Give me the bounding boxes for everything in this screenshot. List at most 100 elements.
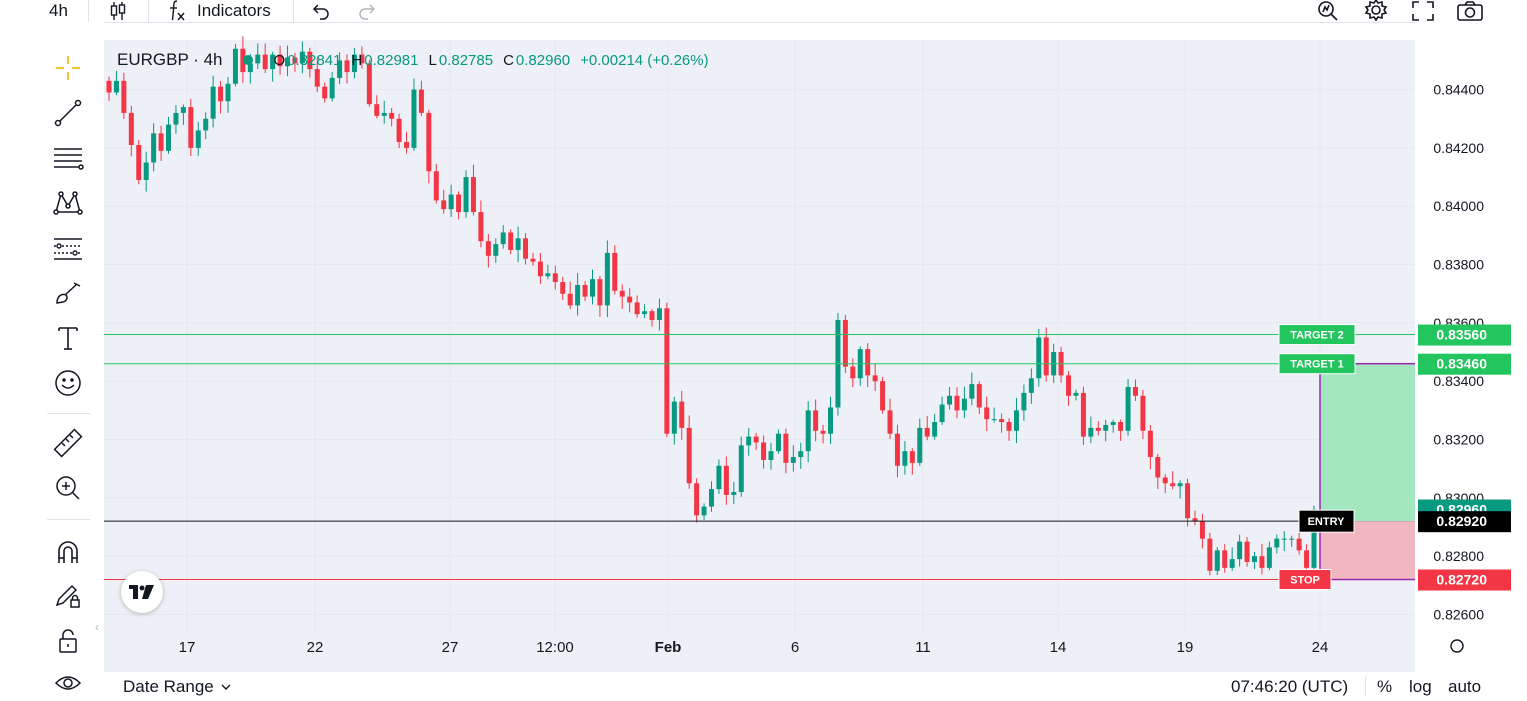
candle[interactable] (999, 419, 1005, 423)
price-chart[interactable]: 17 22 27 12:00 Feb 6 11 14 19 24 TARGET 2 TARGET 1 S… (104, 22, 1527, 701)
indicators-button[interactable]: Indicators (166, 0, 271, 22)
candle[interactable] (582, 284, 588, 297)
candle[interactable] (285, 57, 291, 67)
emoji-tool[interactable] (48, 365, 88, 401)
date-range-button[interactable]: Date Range (123, 672, 231, 701)
log-scale-toggle[interactable]: log (1409, 672, 1432, 701)
price-label-box[interactable] (1418, 324, 1511, 346)
candle[interactable] (709, 489, 714, 507)
candle[interactable] (1140, 395, 1146, 431)
candle[interactable] (612, 252, 618, 291)
candle[interactable] (731, 492, 737, 495)
candle[interactable] (842, 319, 848, 367)
candle[interactable] (947, 395, 953, 405)
candle[interactable] (232, 48, 238, 84)
candle[interactable] (262, 54, 268, 70)
candle[interactable] (1259, 556, 1265, 568)
candle[interactable] (1155, 457, 1161, 478)
price-label-box[interactable] (1418, 511, 1511, 533)
fullscreen-button[interactable] (1411, 0, 1435, 22)
candle[interactable] (1095, 427, 1101, 431)
candle[interactable] (299, 51, 305, 64)
candle[interactable] (143, 162, 149, 180)
candle[interactable] (991, 419, 997, 421)
snapshot-button[interactable] (1457, 0, 1483, 22)
candle[interactable] (1066, 375, 1072, 396)
candle[interactable] (411, 89, 417, 148)
candle[interactable] (775, 433, 781, 452)
candle[interactable] (418, 89, 424, 113)
candle[interactable] (478, 212, 484, 242)
legend-symbol[interactable]: EURGBP · 4h (117, 50, 223, 69)
candle[interactable] (597, 279, 603, 306)
candle[interactable] (671, 401, 677, 434)
candle[interactable] (433, 171, 439, 201)
undo-button[interactable] (310, 0, 330, 22)
candle[interactable] (195, 130, 201, 148)
candle[interactable] (523, 238, 529, 259)
candle[interactable] (828, 407, 834, 434)
candle[interactable] (1296, 538, 1302, 551)
candle[interactable] (210, 86, 216, 119)
candle[interactable] (322, 86, 328, 99)
candle[interactable] (887, 410, 893, 434)
candle[interactable] (567, 293, 573, 306)
candle[interactable] (560, 282, 566, 294)
pattern-tool[interactable] (48, 185, 88, 221)
candle[interactable] (329, 77, 335, 99)
chart-pane[interactable]: 17 22 27 12:00 Feb 6 11 14 19 24 TARGET 2 TARGET 1 S… (104, 22, 1527, 701)
candle[interactable] (500, 232, 506, 245)
candle[interactable] (894, 433, 900, 466)
clock[interactable]: 07:46:20 (UTC) (1231, 672, 1348, 701)
candle[interactable] (381, 112, 387, 116)
collapse-toolbar-arrow[interactable]: ‹ (95, 620, 99, 634)
candle[interactable] (1073, 392, 1079, 396)
candle[interactable] (679, 401, 685, 428)
candle[interactable] (448, 194, 454, 210)
profit-zone[interactable] (1320, 363, 1418, 522)
candle[interactable] (969, 384, 975, 399)
candle[interactable] (1311, 509, 1317, 568)
candle[interactable] (396, 118, 402, 143)
candle[interactable] (619, 290, 625, 297)
candle[interactable] (976, 384, 982, 408)
target-2-tag[interactable] (1278, 324, 1356, 346)
candle[interactable] (798, 451, 804, 458)
target-1-tag[interactable] (1278, 353, 1356, 375)
candle[interactable] (173, 112, 179, 125)
candle[interactable] (307, 51, 313, 70)
candle[interactable] (656, 308, 662, 320)
candle[interactable] (128, 112, 134, 145)
candle[interactable] (1244, 541, 1250, 563)
candle[interactable] (351, 54, 357, 73)
candle[interactable] (136, 144, 142, 180)
candle[interactable] (820, 430, 826, 434)
candle[interactable] (902, 451, 908, 466)
chart-type-button[interactable] (108, 0, 128, 22)
measure-tool[interactable] (48, 425, 88, 461)
candle[interactable] (880, 381, 886, 411)
candle[interactable] (463, 177, 469, 213)
candle[interactable] (865, 349, 871, 376)
fib-tool[interactable] (48, 140, 88, 176)
candle[interactable] (277, 54, 283, 67)
candle[interactable] (1222, 550, 1228, 568)
candle[interactable] (270, 54, 276, 70)
candle[interactable] (1237, 541, 1243, 560)
candle[interactable] (404, 142, 410, 148)
candle[interactable] (1080, 392, 1086, 437)
candle[interactable] (366, 63, 372, 105)
candle[interactable] (1281, 538, 1287, 540)
candle[interactable] (314, 69, 320, 87)
hide-drawings-tool[interactable] (48, 665, 88, 701)
candle[interactable] (203, 118, 209, 131)
candle[interactable] (716, 465, 722, 490)
candle[interactable] (493, 244, 499, 256)
candle[interactable] (1088, 427, 1094, 437)
candle[interactable] (984, 407, 990, 420)
price-axis[interactable] (1415, 22, 1527, 672)
candle[interactable] (337, 60, 343, 78)
candle[interactable] (1147, 430, 1153, 458)
redo-button[interactable] (358, 0, 378, 22)
candle[interactable] (106, 80, 112, 93)
